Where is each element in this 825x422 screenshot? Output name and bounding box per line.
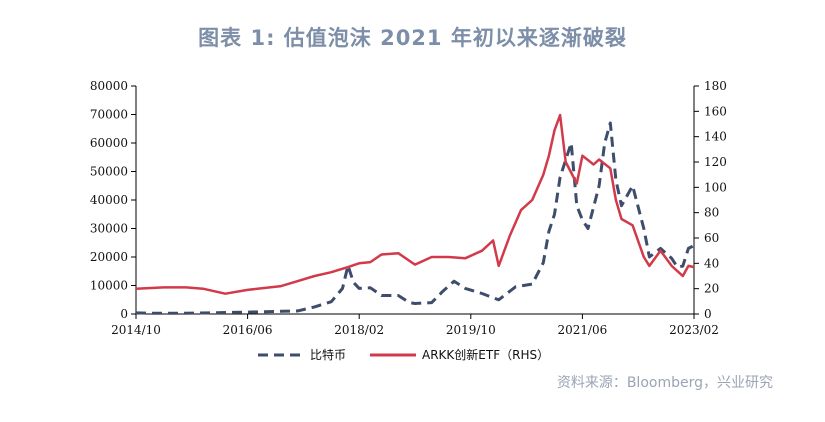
y-tick-label-right: 60 [704,231,719,245]
y-tick-label-right: 20 [704,282,719,296]
x-tick-label: 2019/10 [446,323,496,337]
legend-label-arkk: ARKK创新ETF（RHS） [422,347,549,362]
y-tick-label-right: 0 [704,307,712,321]
x-tick-label: 2016/06 [223,323,273,337]
series-layer [135,113,695,315]
chart-title: 图表 1: 估值泡沫 2021 年初以来逐渐破裂 [198,26,627,50]
y-tick-label-right: 80 [704,206,719,220]
y-tick-label-left: 60000 [90,136,128,150]
y-tick-label-right: 140 [704,130,727,144]
y-tick-label-right: 160 [704,104,727,118]
y-tick-label-left: 50000 [90,165,128,179]
y-tick-label-left: 30000 [90,222,128,236]
y-tick-label-left: 80000 [90,79,128,93]
axes-layer: 0 10000 20000 30000 40000 50000 60000 70000 8000… [90,79,727,337]
legend: 比特币 ARKK创新ETF（RHS） [258,347,549,362]
x-tick-label: 2014/10 [111,323,161,337]
x-tick-label: 2021/06 [557,323,607,337]
y-tick-label-right: 120 [704,155,727,169]
y-tick-label-right: 40 [704,256,719,270]
y-tick-label-left: 20000 [90,250,128,264]
y-tick-label-right: 180 [704,79,727,93]
legend-label-btc: 比特币 [310,347,346,362]
y-tick-label-right: 100 [704,180,727,194]
x-tick-label: 2018/02 [334,323,384,337]
x-tick-label: 2023/02 [669,323,719,337]
y-tick-label-left: 70000 [90,108,128,122]
btc-series-line [135,121,695,315]
y-tick-label-left: 0 [120,307,128,321]
arkk-series-line [135,113,695,295]
y-tick-label-left: 40000 [90,193,128,207]
source-note: 资料来源：Bloomberg，兴业研究 [556,375,773,391]
y-tick-label-left: 10000 [90,279,128,293]
